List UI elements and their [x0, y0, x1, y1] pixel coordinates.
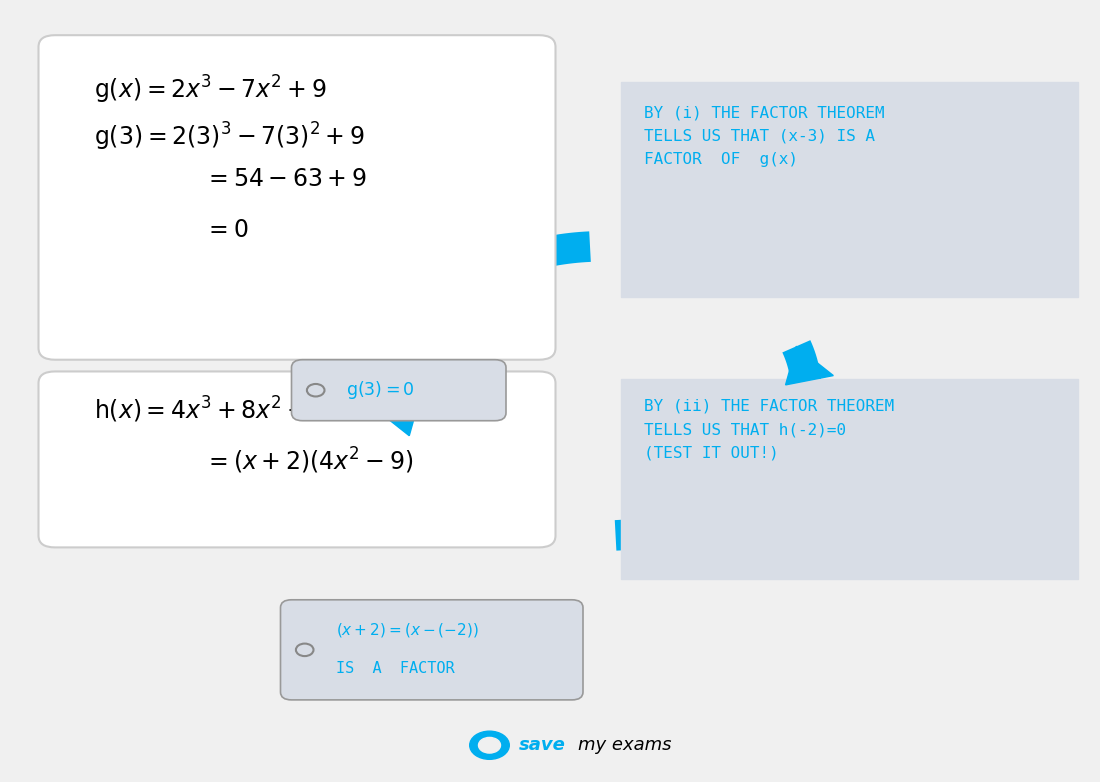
- Text: BY (i) THE FACTOR THEOREM
TELLS US THAT (x-3) IS A
FACTOR  OF  g(x): BY (i) THE FACTOR THEOREM TELLS US THAT …: [644, 106, 884, 167]
- Circle shape: [478, 737, 500, 753]
- FancyBboxPatch shape: [292, 360, 506, 421]
- Text: $\mathrm{g}(3) = 0$: $\mathrm{g}(3) = 0$: [346, 379, 416, 401]
- Text: $(x+2) = (x-(-2))$: $(x+2) = (x-(-2))$: [336, 620, 478, 639]
- Text: my exams: my exams: [578, 736, 671, 755]
- Text: IS  A  FACTOR: IS A FACTOR: [336, 661, 454, 676]
- Circle shape: [470, 731, 509, 759]
- FancyBboxPatch shape: [39, 35, 556, 360]
- FancyBboxPatch shape: [39, 371, 556, 547]
- Polygon shape: [785, 346, 834, 385]
- FancyBboxPatch shape: [621, 82, 1078, 297]
- Text: $= (x + 2)(4x^2 - 9)$: $= (x + 2)(4x^2 - 9)$: [204, 446, 412, 476]
- Text: save: save: [519, 736, 566, 755]
- Text: BY (ii) THE FACTOR THEOREM
TELLS US THAT h(-2)=0
(TEST IT OUT!): BY (ii) THE FACTOR THEOREM TELLS US THAT…: [644, 399, 893, 461]
- Text: $= 54 - 63 + 9$: $= 54 - 63 + 9$: [204, 168, 366, 191]
- Text: $\mathrm{h}(x) = 4x^3 + 8x^2 - 9x - 18$: $\mathrm{h}(x) = 4x^3 + 8x^2 - 9x - 18$: [94, 395, 399, 425]
- Text: $\mathrm{g}(3) = 2(3)^3 - 7(3)^2 + 9$: $\mathrm{g}(3) = 2(3)^3 - 7(3)^2 + 9$: [94, 121, 364, 153]
- Text: $= 0$: $= 0$: [204, 219, 248, 242]
- FancyBboxPatch shape: [621, 379, 1078, 579]
- FancyBboxPatch shape: [280, 600, 583, 700]
- Polygon shape: [372, 397, 420, 436]
- Text: $\mathrm{g}(x) = 2x^3 - 7x^2 + 9$: $\mathrm{g}(x) = 2x^3 - 7x^2 + 9$: [94, 74, 326, 106]
